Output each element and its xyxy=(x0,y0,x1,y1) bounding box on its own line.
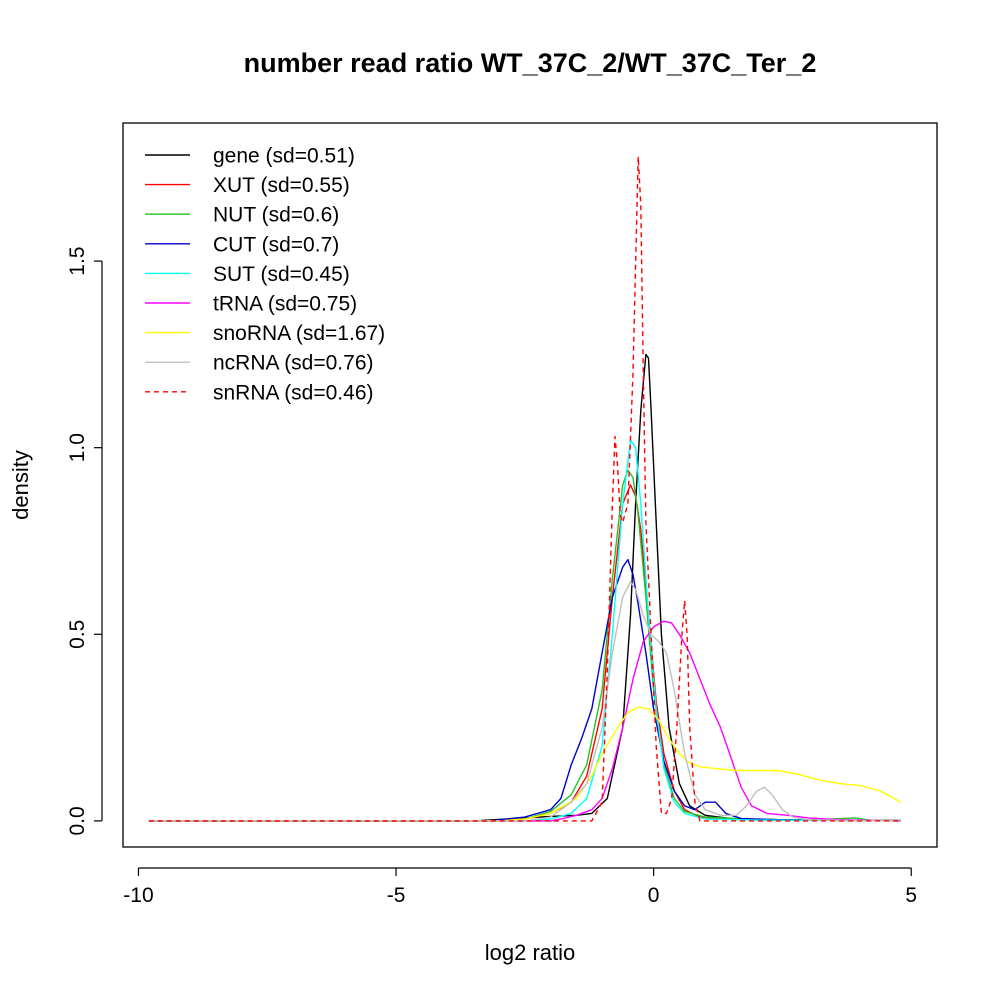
x-tick-label: 5 xyxy=(905,884,917,907)
series-line-snorna xyxy=(148,706,902,822)
y-tick-label: 1.0 xyxy=(66,433,89,462)
y-tick-label: 0.5 xyxy=(66,620,89,649)
y-tick-label: 0.0 xyxy=(66,806,89,835)
x-tick-label: 0 xyxy=(648,884,660,907)
legend-label-snrna: snRNA (sd=0.46) xyxy=(213,381,374,404)
series-line-ncrna xyxy=(148,581,901,822)
series-line-snrna xyxy=(148,155,901,822)
x-tick-label: -5 xyxy=(387,884,406,907)
y-axis-label: density xyxy=(8,450,33,520)
legend-label-trna: tRNA (sd=0.75) xyxy=(213,293,357,316)
legend-label-xut: XUT (sd=0.55) xyxy=(213,174,350,197)
y-axis: 0.0 0.5 1.0 1.5 xyxy=(66,246,103,836)
series-line-sut xyxy=(148,439,901,822)
legend-label-nut: NUT (sd=0.6) xyxy=(213,204,339,227)
x-axis: -10 -5 0 5 xyxy=(123,867,917,907)
legend-label-snorna: snoRNA (sd=1.67) xyxy=(213,322,385,345)
series-layer xyxy=(148,155,902,822)
legend-label-sut: SUT (sd=0.45) xyxy=(213,263,350,286)
chart-title: number read ratio WT_37C_2/WT_37C_Ter_2 xyxy=(244,48,817,78)
legend: gene (sd=0.51) XUT (sd=0.55) NUT (sd=0.6) C… xyxy=(145,145,385,404)
series-line-trna xyxy=(148,620,901,822)
plot-frame xyxy=(122,122,938,848)
legend-label-cut: CUT (sd=0.7) xyxy=(213,233,339,256)
x-axis-label: log2 ratio xyxy=(485,940,576,965)
x-tick-label: -10 xyxy=(123,884,153,907)
legend-label-ncrna: ncRNA (sd=0.76) xyxy=(213,352,374,375)
y-tick-label: 1.5 xyxy=(66,246,89,275)
legend-label-gene: gene (sd=0.51) xyxy=(213,145,355,168)
